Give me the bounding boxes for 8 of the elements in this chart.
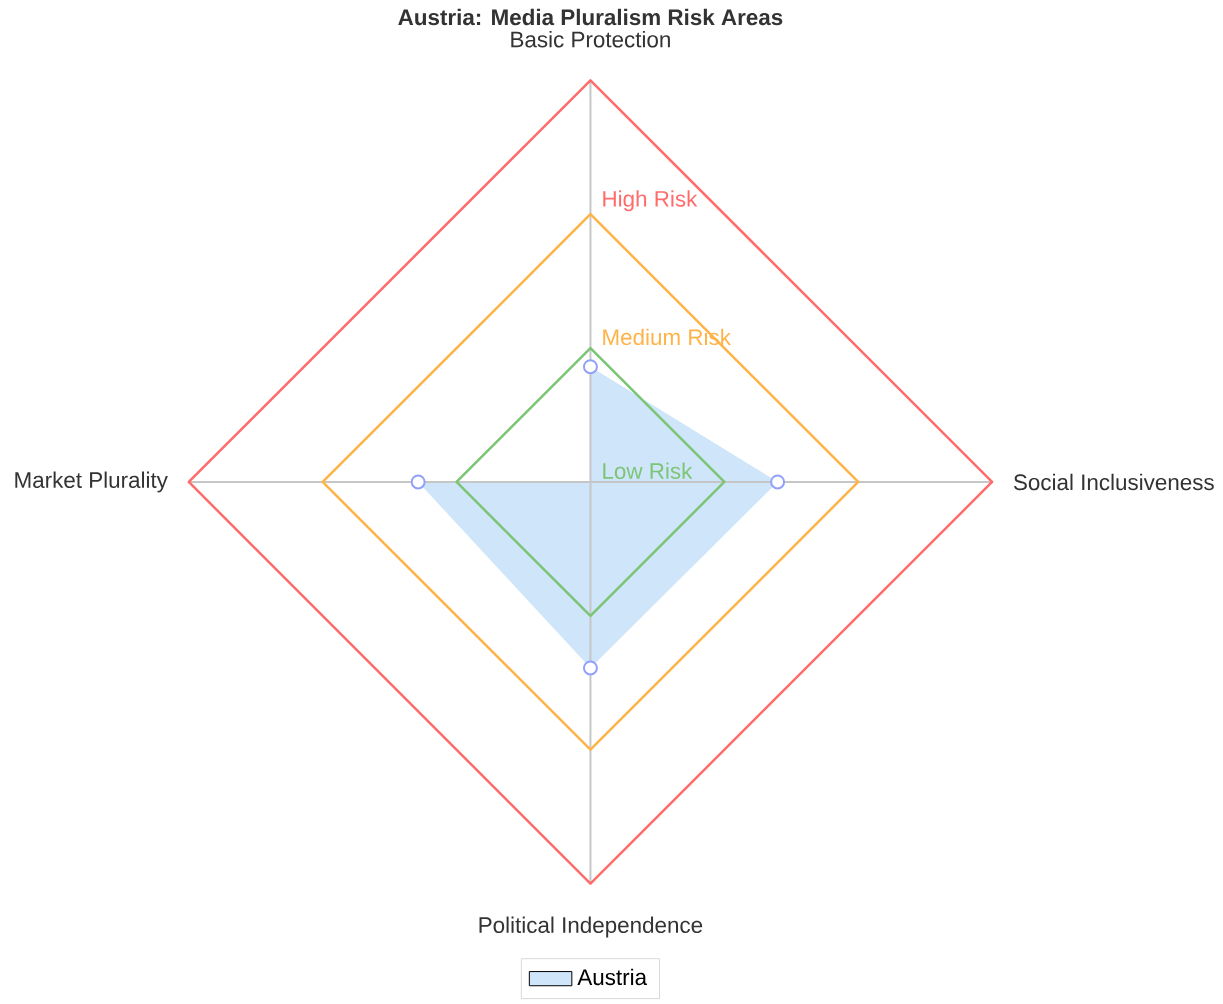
spoke-label: Basic Protection [511, 30, 670, 48]
text: Low Risk [603, 462, 693, 479]
legend-label: Austria [577, 968, 648, 986]
spoke-label: Market Plurality [15, 471, 168, 493]
chart-title: Austria: Media Pluralism Risk Areas [398, 8, 783, 26]
spoke-label: Social Inclusiveness [1013, 473, 1214, 491]
spoke-label: Political Independence [479, 916, 703, 938]
text: High Risk [603, 190, 698, 212]
